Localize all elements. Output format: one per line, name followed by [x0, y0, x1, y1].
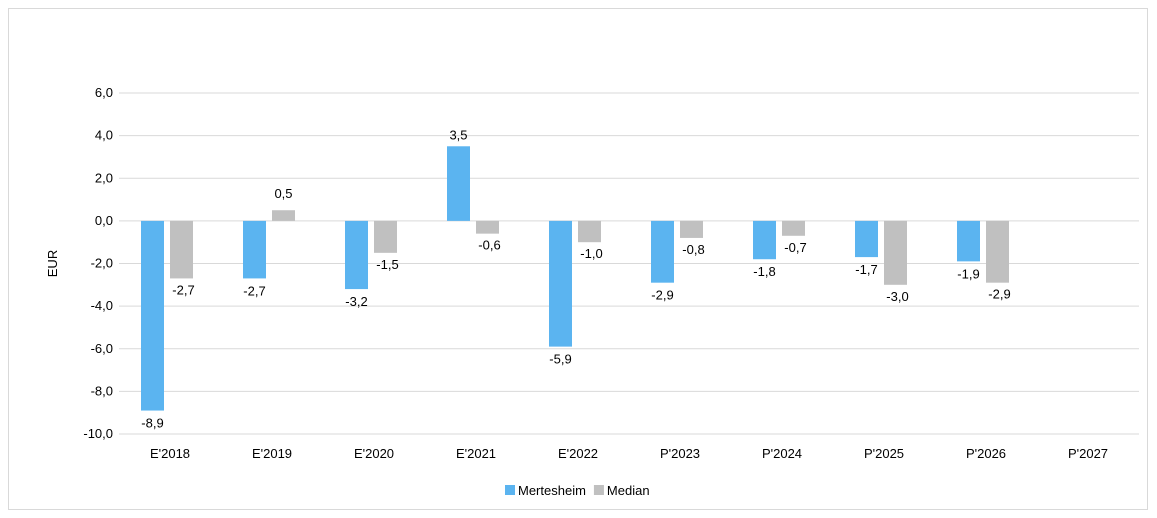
data-label-mertesheim: -2,7 — [243, 283, 265, 298]
bar-mertesheim — [957, 220, 980, 262]
bar-mertesheim — [855, 220, 878, 258]
x-tick-label: P'2025 — [864, 446, 904, 461]
legend-swatch-mertesheim — [505, 485, 515, 495]
x-tick-label: E'2021 — [456, 446, 496, 461]
x-tick-label: E'2018 — [150, 446, 190, 461]
bar-median — [680, 220, 703, 238]
data-label-median: -2,7 — [172, 282, 194, 297]
data-label-mertesheim: 3,5 — [449, 127, 467, 142]
data-label-median: -2,9 — [988, 287, 1010, 302]
y-axis-ticks: -10,0 -8,0 -6,0 -4,0 -2,0 0,0 2,0 4,0 6,0 — [83, 85, 113, 441]
bar-median — [476, 220, 499, 234]
data-label-mertesheim: -5,9 — [549, 352, 571, 367]
bar-median — [374, 220, 397, 253]
x-tick-label: E'2020 — [354, 446, 394, 461]
x-axis-ticks: E'2018 E'2019 E'2020 E'2021 E'2022 P'2023 P'20… — [150, 446, 1108, 461]
data-label-median: -0,6 — [478, 238, 500, 253]
bar-median — [884, 220, 907, 285]
x-tick-label: P'2026 — [966, 446, 1006, 461]
data-label-median: -1,5 — [376, 257, 398, 272]
bar-median — [272, 210, 295, 221]
y-tick-label: 0,0 — [95, 213, 113, 228]
x-tick-label: P'2023 — [660, 446, 700, 461]
x-tick-label: E'2022 — [558, 446, 598, 461]
bar-mertesheim — [651, 220, 674, 283]
bar-mertesheim — [753, 220, 776, 260]
data-label-median: -0,8 — [682, 242, 704, 257]
data-label-median: -1,0 — [580, 246, 602, 261]
data-label-mertesheim: -1,7 — [855, 262, 877, 277]
y-tick-label: -2,0 — [91, 256, 113, 271]
bar-median — [170, 220, 193, 279]
bar-mertesheim — [345, 220, 368, 290]
data-labels: -8,9 -2,7 -2,7 0,5 -3,2 -1,5 3,5 -0,6 -5,9 -1,0 -2… — [141, 127, 1010, 430]
legend-swatch-median — [593, 485, 604, 495]
bar-mertesheim — [141, 220, 164, 411]
x-tick-label: P'2024 — [762, 446, 802, 461]
data-label-mertesheim: -3,2 — [345, 294, 367, 309]
legend-label-mertesheim: Mertesheim — [518, 483, 586, 498]
legend: Mertesheim Median — [505, 483, 650, 498]
y-axis-title: EUR — [45, 250, 60, 277]
data-label-mertesheim: -1,9 — [957, 266, 979, 281]
bar-median — [986, 220, 1009, 283]
y-tick-label: -6,0 — [91, 341, 113, 356]
data-label-mertesheim: -8,9 — [141, 416, 163, 431]
data-label-mertesheim: -2,9 — [651, 288, 673, 303]
y-tick-label: 2,0 — [95, 170, 113, 185]
y-tick-label: -8,0 — [91, 383, 113, 398]
data-label-median: -3,0 — [886, 289, 908, 304]
data-label-mertesheim: -1,8 — [753, 264, 775, 279]
chart-frame: -10,0 -8,0 -6,0 -4,0 -2,0 0,0 2,0 4,0 6,0 EUR -8… — [8, 8, 1148, 510]
data-label-median: -0,7 — [784, 240, 806, 255]
y-tick-label: 6,0 — [95, 85, 113, 100]
bar-mertesheim — [549, 220, 572, 347]
legend-label-median: Median — [607, 483, 650, 498]
bar-mertesheim — [447, 146, 470, 221]
y-tick-label: -4,0 — [91, 298, 113, 313]
data-label-median: 0,5 — [274, 186, 292, 201]
bars — [141, 146, 1009, 411]
x-tick-label: E'2019 — [252, 446, 292, 461]
y-tick-label: -10,0 — [83, 426, 113, 441]
bar-mertesheim — [243, 220, 266, 279]
y-tick-label: 4,0 — [95, 128, 113, 143]
bar-median — [578, 220, 601, 243]
bar-chart: -10,0 -8,0 -6,0 -4,0 -2,0 0,0 2,0 4,0 6,0 EUR -8… — [45, 85, 1139, 498]
x-tick-label: P'2027 — [1068, 446, 1108, 461]
bar-median — [782, 220, 805, 236]
